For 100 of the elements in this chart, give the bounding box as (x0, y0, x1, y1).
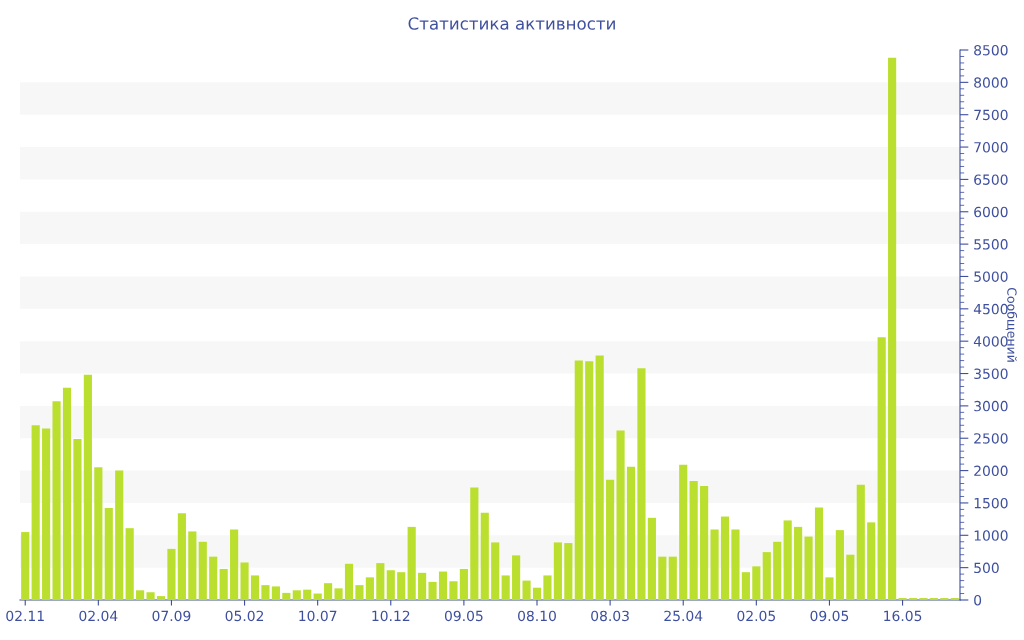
bar (83, 374, 92, 600)
bar (376, 563, 385, 600)
bar (762, 552, 771, 600)
bar (386, 570, 395, 600)
bar (428, 581, 437, 600)
bar (752, 566, 761, 600)
x-tick-label: 02.05 (737, 610, 775, 622)
bar (773, 541, 782, 600)
x-tick-label: 09.05 (810, 610, 849, 622)
bar (877, 337, 886, 600)
bar (720, 516, 730, 600)
bar (543, 575, 552, 600)
bar (804, 536, 813, 600)
y-tick-label: 6500 (974, 174, 1008, 185)
bar (825, 577, 834, 600)
bar (355, 585, 364, 600)
bar (867, 522, 876, 600)
bar (52, 401, 61, 600)
bar (209, 556, 218, 600)
bar (491, 542, 500, 600)
bar (470, 487, 479, 600)
bar (480, 512, 489, 600)
bar (835, 530, 844, 600)
bar (115, 470, 124, 600)
bar (418, 572, 427, 600)
bar (553, 542, 562, 600)
y-tick-label: 3000 (974, 400, 1008, 412)
bar (794, 526, 803, 600)
bar (177, 513, 186, 600)
bar (532, 587, 542, 600)
x-tick-label: 08.10 (518, 610, 556, 622)
bar (125, 528, 134, 600)
bar (324, 583, 333, 600)
bar (407, 526, 416, 600)
bar (365, 577, 374, 600)
bar (104, 508, 113, 600)
x-tick-label: 10.12 (372, 610, 410, 622)
y-tick-label: 7000 (974, 142, 1008, 153)
bar (271, 586, 280, 600)
bar (647, 517, 656, 600)
x-tick-label: 08.03 (591, 610, 629, 622)
bar (73, 438, 82, 600)
bar (21, 532, 30, 600)
bar (564, 543, 573, 600)
bar (814, 507, 824, 600)
bar (42, 428, 51, 600)
y-tick-label: 1000 (974, 530, 1008, 541)
bar (344, 563, 354, 600)
y-tick-label: 5500 (974, 239, 1008, 250)
y-tick-label: 7500 (974, 109, 1008, 121)
bar (846, 554, 855, 600)
bar (397, 572, 406, 600)
x-tick-label: 02.11 (6, 610, 44, 622)
bar (679, 464, 688, 600)
x-tick-label: 09.05 (444, 610, 483, 622)
bar (501, 575, 510, 600)
bar (334, 588, 343, 600)
bar (146, 592, 155, 600)
bar (783, 520, 792, 600)
bar (731, 529, 740, 600)
bar (240, 562, 249, 600)
y-tick-label: 3500 (974, 368, 1008, 379)
x-tick-label: 07.09 (152, 610, 191, 622)
bar (888, 57, 897, 600)
bar (585, 361, 594, 600)
x-tick-label: 10.07 (299, 610, 337, 622)
y-tick-label: 8000 (974, 77, 1008, 88)
bar (62, 387, 72, 600)
bar (574, 360, 583, 600)
bar (136, 590, 145, 600)
bar (188, 531, 197, 600)
bar (741, 572, 750, 600)
bar (710, 529, 719, 600)
bar (282, 592, 291, 600)
bar (156, 596, 166, 600)
chart-title: Статистика активности (408, 17, 615, 30)
bar (31, 425, 40, 600)
bar (856, 484, 865, 600)
bar (459, 568, 468, 600)
bar (198, 541, 207, 600)
bar (689, 480, 698, 600)
bar (292, 590, 301, 600)
bar (595, 355, 604, 600)
bar (313, 593, 322, 600)
bar (219, 568, 228, 600)
y-tick-label: 0 (974, 594, 982, 606)
bar (250, 575, 260, 600)
bar (668, 556, 677, 600)
y-tick-label: 500 (974, 562, 999, 574)
x-tick-label: 02.04 (79, 610, 118, 622)
x-tick-label: 16.05 (884, 610, 922, 622)
bar (230, 529, 239, 600)
bar (700, 486, 709, 600)
bar (167, 548, 176, 600)
bar (303, 589, 312, 600)
y-tick-label: 2000 (974, 465, 1008, 477)
bar (438, 571, 448, 600)
y-tick-label: 5000 (974, 271, 1008, 282)
bar (626, 466, 636, 600)
x-tick-label: 25.04 (664, 610, 703, 622)
